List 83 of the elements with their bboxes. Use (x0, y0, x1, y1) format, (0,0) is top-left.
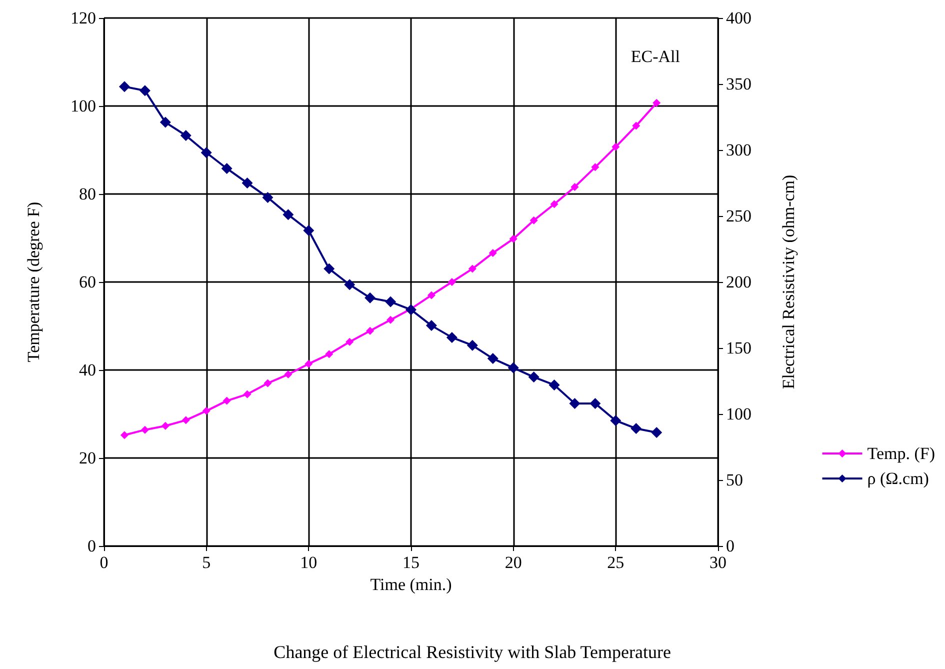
point (262, 192, 274, 204)
point (364, 292, 376, 304)
y-tick-label: 100 (70, 96, 96, 116)
y2-tick-label: 400 (726, 8, 752, 28)
y-axis-title: Temperature (degree F) (24, 202, 43, 362)
point (488, 248, 497, 257)
x-tick-label: 0 (100, 553, 108, 572)
point (487, 353, 498, 364)
point (366, 326, 374, 335)
y-tick-label: 20 (79, 448, 96, 468)
point (528, 372, 540, 383)
y-tick-label: 120 (70, 8, 96, 28)
point (509, 234, 518, 243)
x-tick-label: 25 (607, 553, 624, 572)
annotation: EC-All (630, 47, 680, 66)
x-tick-label: 20 (504, 553, 522, 572)
point (139, 85, 150, 96)
point (508, 362, 519, 374)
point (530, 216, 538, 224)
x-tick-label: 15 (402, 553, 420, 572)
point (303, 225, 314, 236)
point (304, 360, 313, 368)
legend-label: ρ (Ω.cm) (867, 469, 929, 488)
point (140, 426, 149, 434)
y2-tick-label: 250 (726, 206, 752, 226)
y2-axis-title: Electrical Resistivity (ohm-cm) (779, 174, 798, 390)
point (446, 332, 458, 343)
point (591, 163, 600, 172)
point (325, 350, 334, 358)
point (466, 340, 478, 351)
point (264, 379, 272, 388)
point (242, 178, 253, 188)
text: Change of Electrical Resistivity with Slab Temperature (274, 642, 671, 662)
point (222, 396, 231, 405)
point (221, 162, 232, 174)
point (344, 279, 356, 290)
y-tick-label: 0 (88, 536, 96, 556)
point (569, 398, 580, 409)
point (346, 338, 354, 346)
point (161, 422, 170, 430)
point (160, 116, 171, 128)
point (448, 278, 456, 286)
point (406, 304, 416, 316)
x-tick-label: 10 (300, 553, 318, 572)
point (550, 200, 558, 208)
point (427, 291, 436, 300)
point (468, 264, 476, 273)
y2-tick-label: 300 (726, 140, 752, 160)
point (386, 316, 395, 324)
point (284, 370, 292, 378)
point (548, 379, 560, 390)
y2-tick-label: 150 (726, 338, 752, 358)
y2-tick-label: 100 (726, 404, 752, 424)
point (282, 209, 294, 220)
point (200, 147, 212, 158)
y2-tick-label: 0 (726, 536, 734, 556)
x-axis-title: Time (min.) (370, 575, 452, 594)
point (324, 263, 335, 274)
point (590, 398, 601, 409)
x-tick-label: 30 (710, 553, 726, 572)
point (180, 130, 192, 141)
y2-tick-label: 350 (726, 74, 752, 94)
x-tick-label: 5 (202, 553, 211, 572)
point (570, 182, 579, 191)
y-tick-label: 80 (79, 184, 96, 204)
y2-tick-label: 50 (726, 470, 743, 490)
point (610, 415, 622, 426)
point (651, 426, 662, 438)
point (118, 81, 130, 92)
point (120, 431, 128, 440)
point (630, 423, 642, 434)
point (202, 406, 210, 415)
point (385, 296, 396, 308)
point (612, 142, 620, 151)
point (426, 320, 437, 332)
point (652, 98, 661, 107)
point (243, 390, 252, 398)
y2-tick-label: 200 (726, 272, 752, 292)
y-tick-label: 60 (79, 272, 96, 292)
point (632, 122, 640, 130)
legend-label: Temp. (F) (867, 444, 936, 463)
y-tick-label: 40 (79, 360, 96, 380)
point (182, 416, 190, 424)
